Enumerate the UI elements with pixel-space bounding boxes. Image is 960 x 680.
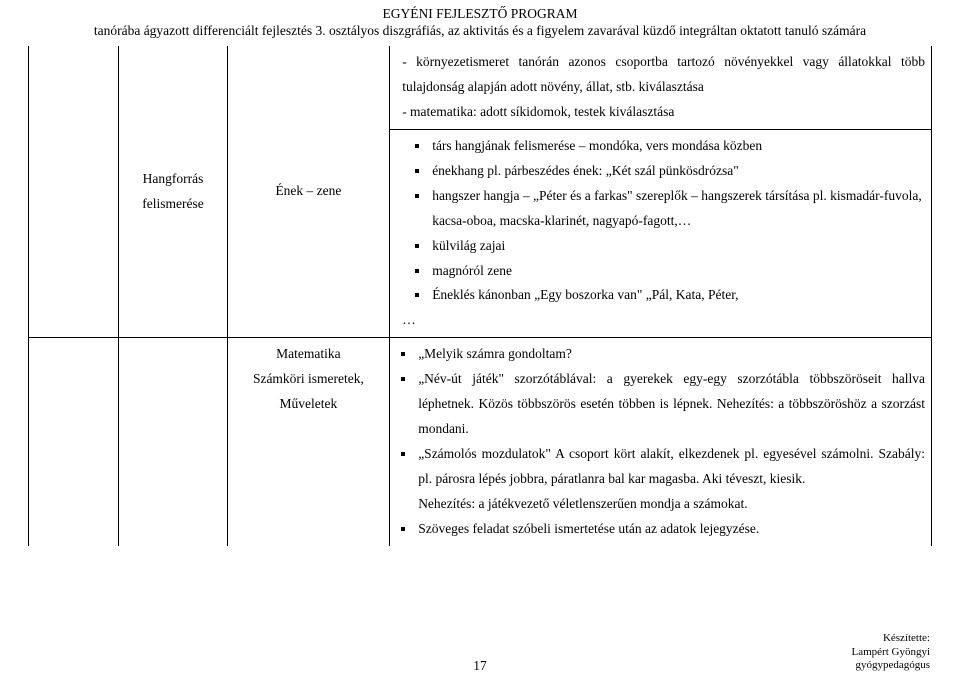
list-item: „Név-út játék" szorzótáblával: a gyereke… <box>416 367 925 442</box>
ellipsis: … <box>396 308 925 333</box>
list-item: hangszer hangja – „Péter és a farkas" sz… <box>430 184 925 234</box>
credit-line1: Készítette: <box>851 632 930 645</box>
list-item: énekhang pl. párbeszédes ének: „Két szál… <box>430 159 925 184</box>
subject-line2: Számköri ismeretek, <box>234 367 384 392</box>
subject-line3: Műveletek <box>234 392 384 417</box>
table-row: Matematika Számköri ismeretek, Műveletek… <box>29 338 932 546</box>
content-para: - környezetismeret tanórán azonos csopor… <box>396 50 925 100</box>
topic-line1: Hangforrás <box>125 167 220 192</box>
subject-label: Ének – zene <box>275 183 341 198</box>
footer-credit: Készítette: Lampért Gyöngyi gyógypedagóg… <box>851 632 930 672</box>
bullet-list: „Melyik számra gondoltam? „Név-út játék"… <box>396 342 925 542</box>
cell-content-math: „Melyik számra gondoltam? „Név-út játék"… <box>390 338 932 546</box>
cell-content: társ hangjának felismerése – mondóka, ve… <box>390 129 932 338</box>
list-item: Szöveges feladat szóbeli ismertetése utá… <box>416 517 925 542</box>
item-text: „Számolós mozdulatok" A csoport kört ala… <box>418 446 925 486</box>
page-header: EGYÉNI FEJLESZTŐ PROGRAM tanórába ágyazo… <box>28 6 932 40</box>
cell-empty <box>29 338 119 546</box>
content-para: - matematika: adott síkidomok, testek ki… <box>396 100 925 125</box>
cell-subject-math: Matematika Számköri ismeretek, Műveletek <box>227 338 390 546</box>
page-footer: 17 Készítette: Lampért Gyöngyi gyógypeda… <box>0 658 960 676</box>
topic-line2: felismerése <box>125 192 220 217</box>
cell-empty <box>119 338 227 546</box>
header-subtitle: tanórába ágyazott differenciált fejleszt… <box>28 23 932 40</box>
list-item: társ hangjának felismerése – mondóka, ve… <box>430 134 925 159</box>
list-item: „Melyik számra gondoltam? <box>416 342 925 367</box>
list-item: „Számolós mozdulatok" A csoport kört ala… <box>416 442 925 517</box>
curriculum-table: Hangforrás felismerése Ének – zene - kör… <box>28 46 932 546</box>
credit-line3: gyógypedagógus <box>851 659 930 672</box>
subject-line1: Matematika <box>234 342 384 367</box>
credit-line2: Lampért Gyöngyi <box>851 646 930 659</box>
bullet-list: társ hangjának felismerése – mondóka, ve… <box>396 134 925 309</box>
document-page: EGYÉNI FEJLESZTŐ PROGRAM tanórába ágyazo… <box>0 0 960 552</box>
cell-empty <box>29 46 119 338</box>
cell-content: - környezetismeret tanórán azonos csopor… <box>390 46 932 129</box>
cell-topic: Hangforrás felismerése <box>119 46 227 338</box>
table-row: Hangforrás felismerése Ének – zene - kör… <box>29 46 932 129</box>
page-number: 17 <box>0 658 960 674</box>
list-item: Éneklés kánonban „Egy boszorka van" „Pál… <box>430 283 925 308</box>
cell-subject: Ének – zene <box>227 46 390 338</box>
item-nehezites: Nehezítés: a játékvezető véletlenszerűen… <box>418 496 747 511</box>
list-item: külvilág zajai <box>430 234 925 259</box>
header-title: EGYÉNI FEJLESZTŐ PROGRAM <box>28 6 932 23</box>
list-item: magnóról zene <box>430 259 925 284</box>
